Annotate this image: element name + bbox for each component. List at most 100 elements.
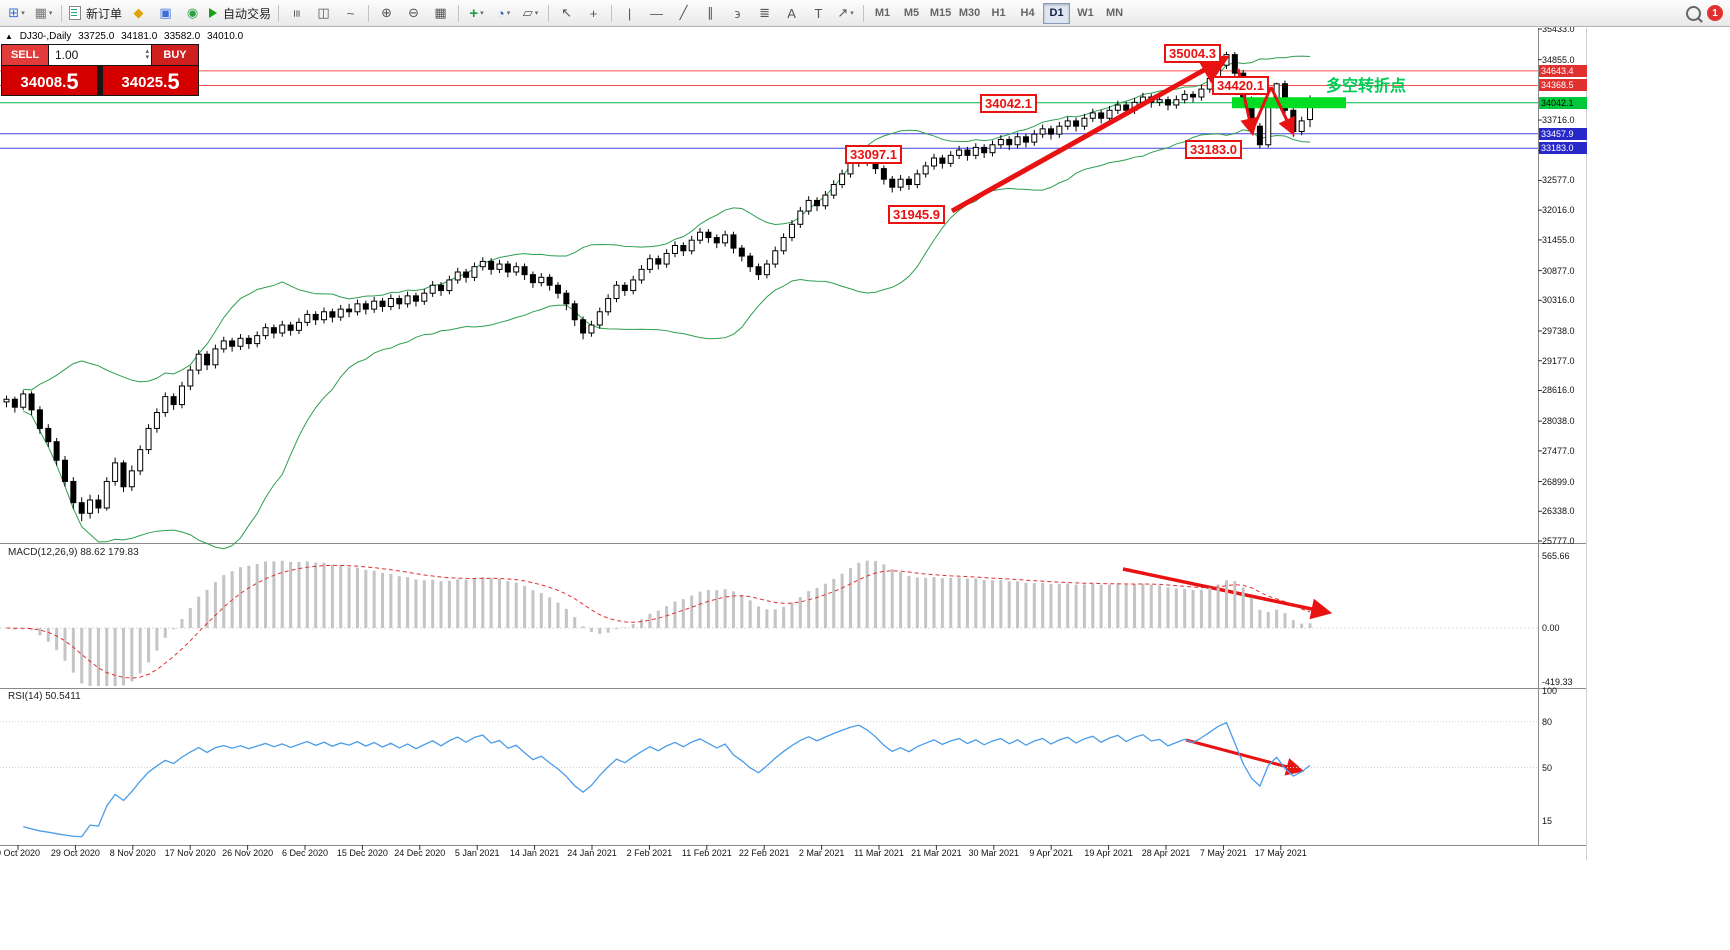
channel-button[interactable]: ∥ <box>697 2 724 25</box>
rsi-label: RSI(14) 50.5411 <box>8 691 81 702</box>
date-tick-label: 17 Nov 2020 <box>164 848 216 858</box>
date-tick-label: 11 Feb 2021 <box>681 848 732 858</box>
toolbar: ⊞ ▾ ▦ ▾ 新订单 ◆ ▣ ◉ 自动交易 ≡ ◫ ~ ⊕ ⊖ ▦ + ▾ ◔ ▾ ▱ ▾ ↖ + | — ╱ ∥ ϶ ≣ A T ↗ ▾ M1… <box>0 0 1730 27</box>
new-chart-button[interactable]: ⊞ ▾ <box>3 2 30 25</box>
candlestick-chart-button[interactable]: ◫ <box>310 2 337 25</box>
bid-price[interactable]: 34008. 5 <box>2 66 97 95</box>
rsi-axis-label: 80 <box>1542 716 1553 727</box>
collapse-trade-panel-icon[interactable]: ▲ <box>5 32 13 41</box>
timeframe-d1-button[interactable]: D1 <box>1043 2 1071 24</box>
date-tick-label: 11 Mar 2021 <box>854 848 904 858</box>
chevron-down-icon: ▾ <box>506 10 511 17</box>
timeframe-w1-button[interactable]: W1 <box>1077 7 1094 19</box>
toolbar-separator <box>278 4 280 22</box>
turning-point-note: 多空转折点 <box>1326 78 1407 95</box>
label-button[interactable]: T <box>805 2 832 25</box>
chart-area[interactable] <box>0 28 1538 845</box>
bar-chart-icon: ≡ <box>289 9 305 17</box>
price-tick-label: 29177.0 <box>1542 355 1575 366</box>
toolbar-separator <box>368 4 370 22</box>
date-tick-label: 6 Dec 2020 <box>281 848 329 858</box>
price-tick-label: 32016.0 <box>1542 205 1575 216</box>
accounts-icon[interactable]: ▣ <box>152 2 179 25</box>
zoom-in-icon: ⊕ <box>381 5 392 20</box>
price-tick-label: 26899.0 <box>1542 476 1575 487</box>
lot-increase-button[interactable]: ▴ <box>145 48 149 55</box>
price-tick-label: 28038.0 <box>1542 416 1575 427</box>
macd-axis-label: 565.66 <box>1542 550 1570 561</box>
timeframe-m15-button[interactable]: M15 <box>929 7 952 19</box>
community-icon-icon: ◉ <box>186 5 199 20</box>
autotrading-button[interactable]: 自动交易 <box>206 2 274 25</box>
open-value: 33725.0 <box>78 31 115 42</box>
timeframe-mn-button[interactable]: MN <box>1105 7 1124 19</box>
price-annotation: 34420.1 <box>1212 76 1269 95</box>
fibonacci-button[interactable]: ϶ <box>724 2 751 25</box>
price-tick-label: 28616.0 <box>1542 385 1575 396</box>
price-level-badge: 33183.0 <box>1539 142 1587 155</box>
date-tick-label: 19 Apr 2021 <box>1084 848 1133 858</box>
price-tick-label: 32577.0 <box>1542 175 1575 186</box>
chevron-down-icon: ▾ <box>480 10 484 17</box>
toolbar-right: 1 <box>1686 5 1727 21</box>
arrows-button[interactable]: ↗ ▾ <box>832 2 859 25</box>
date-tick-label: 7 May 2021 <box>1199 848 1247 858</box>
shapes-button[interactable]: ≣ <box>751 2 778 25</box>
lot-size-field[interactable]: 1.00 ▴ ▾ <box>49 45 151 65</box>
vertical-line-icon: | <box>627 5 632 21</box>
ask-price[interactable]: 34025. 5 <box>103 66 198 95</box>
periods-button[interactable]: ◔ ▾ <box>490 2 517 25</box>
date-tick-label: 28 Apr 2021 <box>1141 848 1191 858</box>
line-chart-button[interactable]: ~ <box>337 2 364 25</box>
date-tick-label: 14 Jan 2021 <box>509 848 560 858</box>
shapes-icon: ≣ <box>759 5 770 20</box>
crosshair-icon: + <box>589 5 598 21</box>
profiles-button[interactable]: ▦ ▾ <box>30 2 57 25</box>
lot-decrease-button[interactable]: ▾ <box>145 54 149 61</box>
zoom-in-button[interactable]: ⊕ <box>373 2 400 25</box>
channel-icon: ∥ <box>707 5 714 20</box>
macd-axis-label: 0.00 <box>1542 623 1560 633</box>
date-tick-label: 0 Oct 2020 <box>0 848 41 858</box>
label-icon: T <box>814 5 823 21</box>
indicators-button[interactable]: + ▾ <box>463 2 490 25</box>
vertical-line-button[interactable]: | <box>616 2 643 25</box>
date-tick-label: 2 Mar 2021 <box>798 848 845 858</box>
timeframe-m1-button[interactable]: M1 <box>874 7 891 19</box>
horizontal-line-button[interactable]: — <box>643 2 670 25</box>
crosshair-button[interactable]: + <box>580 2 607 25</box>
date-tick-label: 8 Nov 2020 <box>109 848 156 858</box>
market-watch-icon[interactable]: ◆ <box>125 2 152 25</box>
price-annotation: 33183.0 <box>1185 140 1242 159</box>
timeframe-h4-button[interactable]: H4 <box>1020 7 1035 19</box>
price-tick-label: 33716.0 <box>1542 115 1575 126</box>
toolbar-separator <box>548 4 550 22</box>
zoom-out-button[interactable]: ⊖ <box>400 2 427 25</box>
community-icon[interactable]: ◉ <box>179 2 206 25</box>
toolbar-separator <box>458 4 460 22</box>
templates-button[interactable]: ▱ ▾ <box>517 2 544 25</box>
timeframe-m5-button[interactable]: M5 <box>903 7 920 19</box>
rsi-axis-label: 15 <box>1542 816 1553 827</box>
buy-button[interactable]: BUY <box>152 45 198 65</box>
bar-chart-button[interactable]: ≡ <box>283 2 310 25</box>
chevron-down-icon: ▾ <box>850 10 854 17</box>
timeframe-h1-button[interactable]: H1 <box>991 7 1006 19</box>
chevron-down-icon: ▾ <box>48 10 53 17</box>
date-tick-label: 29 Oct 2020 <box>50 848 100 858</box>
price-tick-label: 25777.0 <box>1542 536 1575 546</box>
sell-button[interactable]: SELL <box>2 45 48 65</box>
tile-windows-button[interactable]: ▦ <box>427 2 454 25</box>
new-order-button[interactable]: 新订单 <box>66 2 125 25</box>
date-tick-label: 2 Feb 2021 <box>626 848 673 858</box>
trendline-button[interactable]: ╱ <box>670 2 697 25</box>
cursor-button[interactable]: ↖ <box>553 2 580 25</box>
timeframe-m30-button[interactable]: M30 <box>958 7 981 19</box>
text-button[interactable]: A <box>778 2 805 25</box>
date-tick-label: 15 Dec 2020 <box>336 848 388 858</box>
price-level-badge: 34042.1 <box>1539 96 1587 109</box>
search-icon[interactable] <box>1686 5 1701 21</box>
notification-badge[interactable]: 1 <box>1707 5 1723 21</box>
lot-size-value[interactable]: 1.00 <box>55 48 79 62</box>
price-annotation: 35004.3 <box>1164 44 1221 63</box>
